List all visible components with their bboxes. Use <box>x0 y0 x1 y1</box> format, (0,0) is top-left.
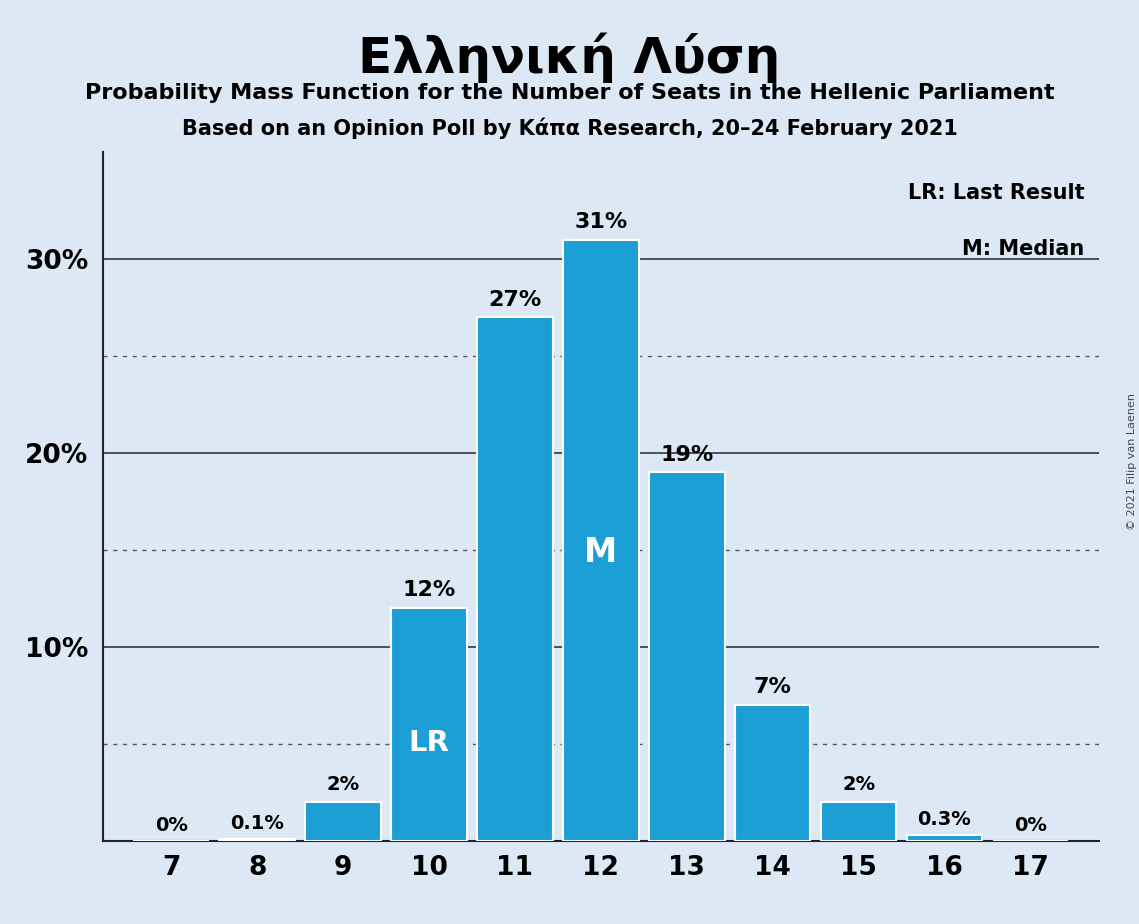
Bar <box>907 835 982 841</box>
Text: 31%: 31% <box>574 212 628 232</box>
Text: © 2021 Filip van Laenen: © 2021 Filip van Laenen <box>1126 394 1137 530</box>
Text: LR: Last Result: LR: Last Result <box>908 184 1084 203</box>
Text: 0.3%: 0.3% <box>918 810 972 829</box>
Bar <box>649 472 724 841</box>
Bar <box>735 705 811 841</box>
Text: 27%: 27% <box>489 289 541 310</box>
Text: 12%: 12% <box>402 580 456 601</box>
Bar <box>391 608 467 841</box>
Text: 0.1%: 0.1% <box>230 814 284 833</box>
Text: LR: LR <box>409 729 450 757</box>
Text: 7%: 7% <box>754 677 792 698</box>
Bar <box>563 239 639 841</box>
Bar <box>821 802 896 841</box>
Text: 19%: 19% <box>661 444 713 465</box>
Text: Ελληνική Λύση: Ελληνική Λύση <box>359 32 780 83</box>
Bar <box>477 317 552 841</box>
Text: 0%: 0% <box>1014 816 1047 835</box>
Text: Probability Mass Function for the Number of Seats in the Hellenic Parliament: Probability Mass Function for the Number… <box>84 83 1055 103</box>
Text: Based on an Opinion Poll by Κάπα Research, 20–24 February 2021: Based on an Opinion Poll by Κάπα Researc… <box>181 117 958 139</box>
Text: 0%: 0% <box>155 816 188 835</box>
Bar <box>220 839 295 841</box>
Text: M: M <box>584 536 617 569</box>
Bar <box>305 802 380 841</box>
Text: M: Median: M: Median <box>962 238 1084 259</box>
Text: 2%: 2% <box>327 775 360 795</box>
Text: 2%: 2% <box>842 775 875 795</box>
